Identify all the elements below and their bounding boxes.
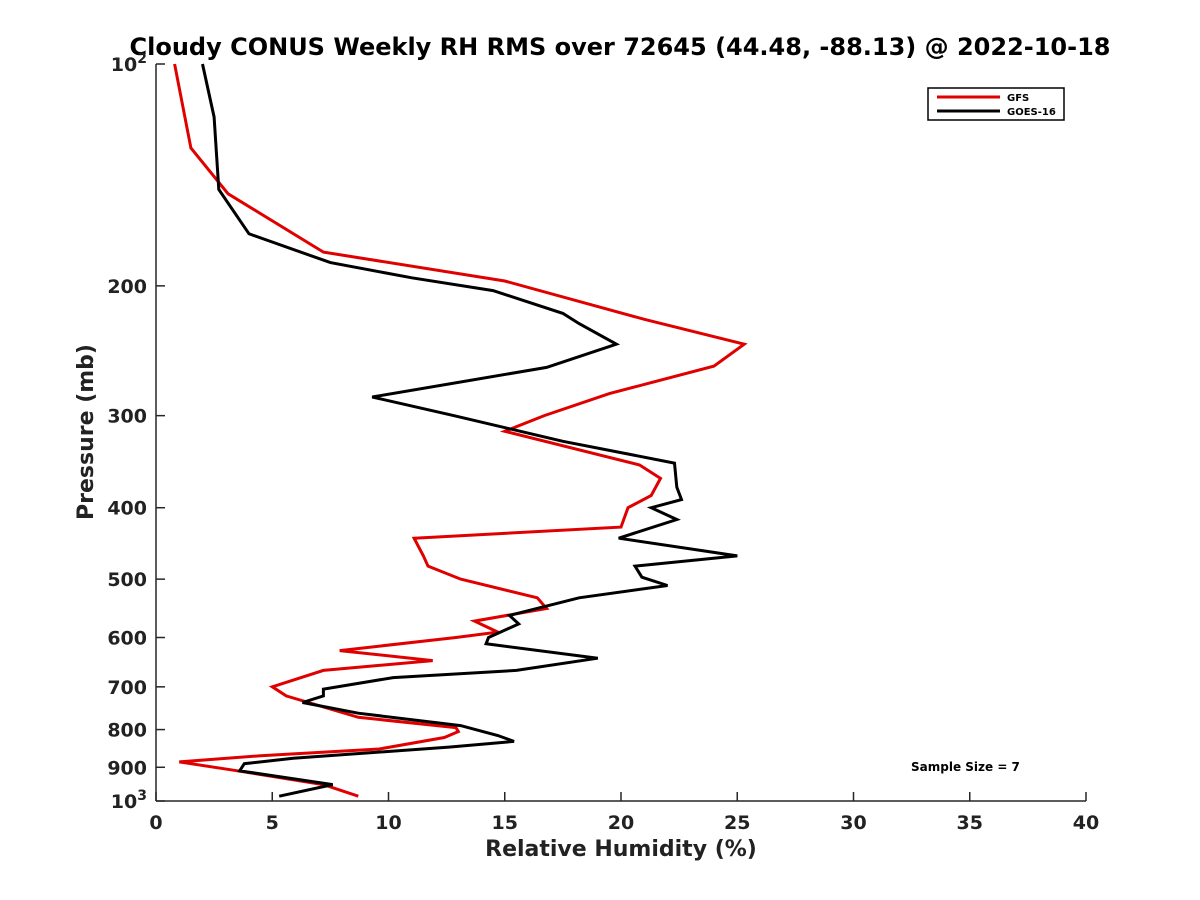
x-tick-label: 40	[1073, 812, 1099, 834]
x-tick-label: 15	[492, 812, 518, 834]
x-ticks: 0 5 10 15 20 25 30 35 40	[149, 792, 1099, 834]
y-tick-label: 800	[107, 720, 147, 742]
legend-label-gfs: GFS	[1007, 93, 1029, 104]
x-tick-label: 20	[608, 812, 634, 834]
plot-lines	[173, 63, 748, 798]
y-tick-label: 400	[107, 498, 147, 520]
y-tick-label: 102	[111, 51, 147, 76]
series-line-gfs	[173, 63, 748, 798]
y-tick-label: 600	[107, 627, 147, 649]
x-tick-label: 25	[724, 812, 750, 834]
legend-label-goes16: GOES-16	[1007, 107, 1056, 118]
x-tick-label: 35	[957, 812, 983, 834]
y-tick-label: 700	[107, 677, 147, 699]
x-tick-label: 30	[840, 812, 866, 834]
series-line-goes16	[201, 63, 738, 798]
x-tick-label: 10	[375, 812, 401, 834]
x-axis-label: Relative Humidity (%)	[485, 837, 757, 862]
legend-box	[927, 87, 1065, 121]
y-tick-label: 200	[107, 276, 147, 298]
y-ticks: 102 200 300 400 500 600 700 800 900 103	[107, 51, 165, 813]
sample-size-annotation: Sample Size = 7	[911, 760, 1020, 774]
y-tick-label: 900	[107, 757, 147, 779]
x-tick-label: 5	[266, 812, 279, 834]
chart-title: Cloudy CONUS Weekly RH RMS over 72645 (4…	[130, 33, 1111, 61]
legend: GFS GOES-16	[927, 87, 1065, 121]
y-tick-label: 500	[107, 569, 147, 591]
y-tick-label: 300	[107, 406, 147, 428]
y-tick-label: 103	[111, 788, 147, 813]
x-tick-label: 0	[149, 812, 162, 834]
y-axis-label: Pressure (mb)	[74, 344, 99, 520]
